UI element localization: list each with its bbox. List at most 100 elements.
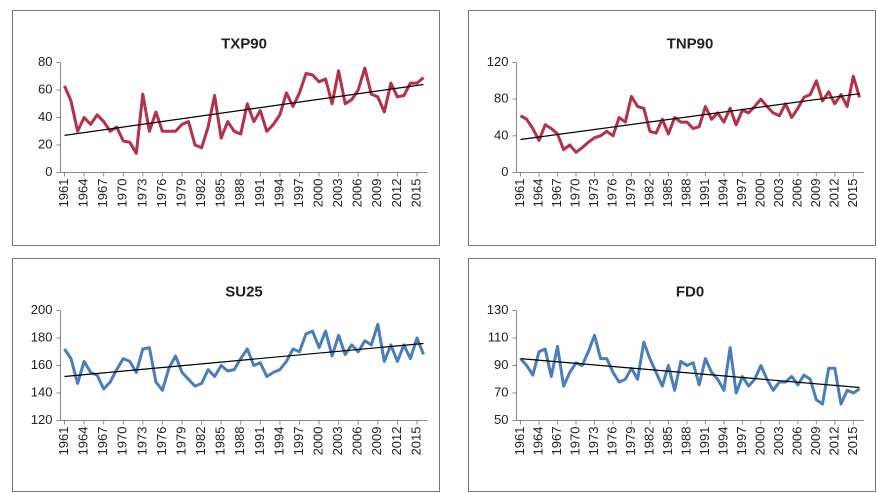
y-tick-label: 200	[31, 302, 53, 317]
x-tick-label: 1976	[604, 179, 619, 208]
x-tick-label: 2000	[311, 179, 326, 208]
chart-title: SU25	[225, 283, 263, 300]
x-tick-label: 1982	[641, 427, 656, 456]
y-tick-label: 40	[494, 127, 508, 142]
x-tick-label: 1961	[56, 427, 71, 456]
x-tick-label: 2003	[771, 179, 786, 208]
x-tick-label: 1964	[76, 179, 91, 208]
x-tick-label: 1970	[567, 179, 582, 208]
x-tick-label: 1982	[193, 427, 208, 456]
x-tick-label: 1967	[95, 179, 110, 208]
x-tick-label: 1991	[252, 179, 267, 208]
x-tick-label: 1994	[715, 179, 730, 208]
trend-line	[520, 358, 860, 389]
x-tick-label: 1994	[715, 427, 730, 456]
x-tick-label: 1988	[678, 427, 693, 456]
x-tick-label: 2006	[350, 427, 365, 456]
x-tick-label: 1964	[530, 427, 545, 456]
x-tick-label: 1985	[213, 427, 228, 456]
x-tick-label: 2012	[826, 427, 841, 456]
x-tick-label: 1970	[115, 179, 130, 208]
panel-border	[468, 258, 876, 492]
x-tick-label: 1988	[232, 179, 247, 208]
x-tick-label: 2009	[808, 179, 823, 208]
x-tick-label: 1973	[586, 427, 601, 456]
x-tick-label: 2012	[389, 427, 404, 456]
x-tick-label: 1985	[213, 179, 228, 208]
x-tick-label: 1994	[271, 179, 286, 208]
x-tick-label: 1997	[734, 427, 749, 456]
x-tick-label: 1967	[95, 427, 110, 456]
x-tick-label: 1964	[530, 179, 545, 208]
data-line	[63, 322, 425, 392]
y-tick-label: 0	[45, 164, 52, 179]
y-tick-label: 110	[488, 329, 509, 344]
x-tick-label: 1961	[512, 179, 527, 208]
x-tick-label: 2009	[808, 427, 823, 456]
chart-title: FD0	[676, 283, 704, 300]
y-tick-label: 50	[494, 412, 508, 427]
x-tick-label: 1970	[115, 427, 130, 456]
y-tick-label: 180	[31, 329, 53, 344]
x-tick-label: 1997	[734, 179, 749, 208]
x-tick-label: 1964	[76, 427, 91, 456]
x-tick-label: 1988	[232, 427, 247, 456]
y-tick-label: 120	[31, 412, 53, 427]
y-tick-label: 160	[31, 357, 53, 372]
y-tick-label: 120	[487, 54, 509, 69]
x-tick-label: 2015	[845, 179, 860, 208]
x-tick-label: 1979	[173, 427, 188, 456]
y-tick-label: 40	[38, 109, 52, 124]
x-tick-label: 1973	[134, 427, 149, 456]
x-tick-label: 1967	[549, 179, 564, 208]
x-tick-label: 1961	[512, 427, 527, 456]
trend-line	[520, 93, 860, 141]
x-tick-label: 1991	[697, 179, 712, 208]
y-tick-label: 130	[487, 302, 509, 317]
x-tick-label: 2006	[789, 179, 804, 208]
y-tick-label: 20	[38, 136, 52, 151]
x-tick-label: 1994	[271, 427, 286, 456]
y-tick-label: 90	[494, 357, 508, 372]
data-line	[519, 333, 861, 406]
x-tick-label: 2000	[752, 179, 767, 208]
panel-border	[12, 10, 440, 246]
y-tick-label: 60	[38, 81, 52, 96]
x-tick-label: 1979	[623, 427, 638, 456]
x-tick-label: 2009	[369, 427, 384, 456]
y-tick-label: 140	[31, 384, 53, 399]
panel-border	[468, 10, 876, 246]
x-tick-label: 2015	[845, 427, 860, 456]
x-tick-label: 1976	[154, 179, 169, 208]
chart-title: TNP90	[667, 35, 714, 52]
x-tick-label: 2009	[369, 179, 384, 208]
x-tick-label: 1976	[604, 427, 619, 456]
x-tick-label: 1973	[586, 179, 601, 208]
x-tick-label: 2003	[330, 179, 345, 208]
x-tick-label: 2006	[789, 427, 804, 456]
y-tick-label: 80	[38, 54, 52, 69]
x-tick-label: 1988	[678, 179, 693, 208]
x-tick-label: 1985	[660, 427, 675, 456]
trend-line	[64, 83, 424, 136]
y-tick-label: 80	[494, 91, 508, 106]
x-tick-label: 1997	[291, 179, 306, 208]
x-tick-label: 2003	[771, 427, 786, 456]
y-tick-label: 70	[494, 384, 508, 399]
x-tick-label: 1991	[697, 427, 712, 456]
x-tick-label: 1991	[252, 427, 267, 456]
x-tick-label: 1970	[567, 427, 582, 456]
x-tick-label: 2000	[311, 427, 326, 456]
x-tick-label: 1982	[641, 179, 656, 208]
x-tick-label: 2015	[408, 427, 423, 456]
x-tick-label: 2006	[350, 179, 365, 208]
y-tick-label: 0	[501, 164, 508, 179]
x-tick-label: 2000	[752, 427, 767, 456]
x-tick-label: 2015	[408, 179, 423, 208]
x-tick-label: 1976	[154, 427, 169, 456]
x-tick-label: 1979	[173, 179, 188, 208]
x-tick-label: 1982	[193, 179, 208, 208]
chart-title: TXP90	[221, 35, 267, 52]
x-tick-label: 1997	[291, 427, 306, 456]
